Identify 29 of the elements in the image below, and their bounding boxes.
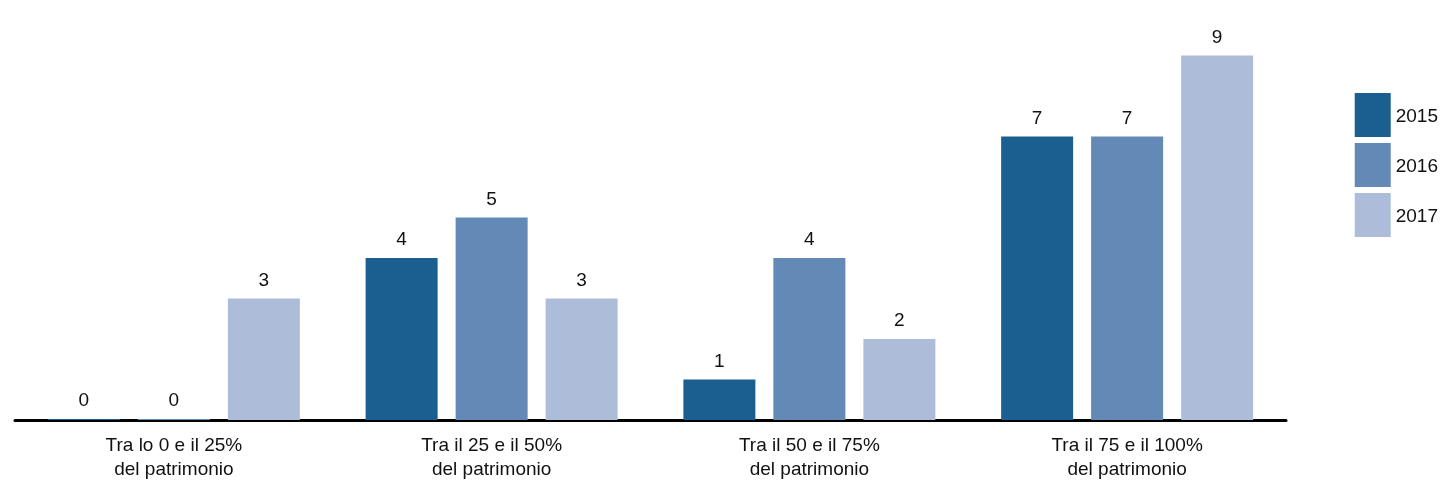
bar	[455, 217, 528, 420]
data-label: 7	[1121, 106, 1133, 128]
data-label: 7	[1031, 106, 1043, 128]
bar	[1091, 136, 1164, 420]
data-label: 5	[486, 187, 497, 209]
data-label: 3	[576, 268, 587, 290]
data-label: 0	[78, 389, 90, 410]
x-tick-label: Tra il 50 e il 75% del patrimonio	[738, 433, 880, 479]
bar	[1181, 55, 1254, 420]
bar	[773, 258, 846, 420]
data-label: 1	[714, 349, 725, 371]
data-label: 0	[168, 389, 180, 410]
legend-label: 2017	[1395, 204, 1439, 226]
data-label: 9	[1211, 25, 1223, 47]
bar	[227, 298, 300, 420]
bar	[545, 298, 618, 420]
legend-label: 2016	[1395, 154, 1439, 176]
data-label: 4	[396, 228, 408, 249]
bar	[683, 379, 756, 420]
data-label: 4	[804, 228, 816, 249]
bar	[1001, 136, 1074, 420]
x-tick-label: Tra il 25 e il 50% del patrimonio	[421, 433, 563, 479]
bar	[365, 258, 438, 420]
x-tick-label: Tra il 75 e il 100% del patrimonio	[1051, 433, 1203, 479]
legend-label: 2015	[1395, 104, 1439, 126]
data-label: 2	[894, 309, 905, 330]
bar	[863, 339, 936, 420]
data-label: 3	[258, 268, 270, 290]
x-tick-label: Tra lo 0 e il 25% del patrimonio	[105, 433, 243, 479]
